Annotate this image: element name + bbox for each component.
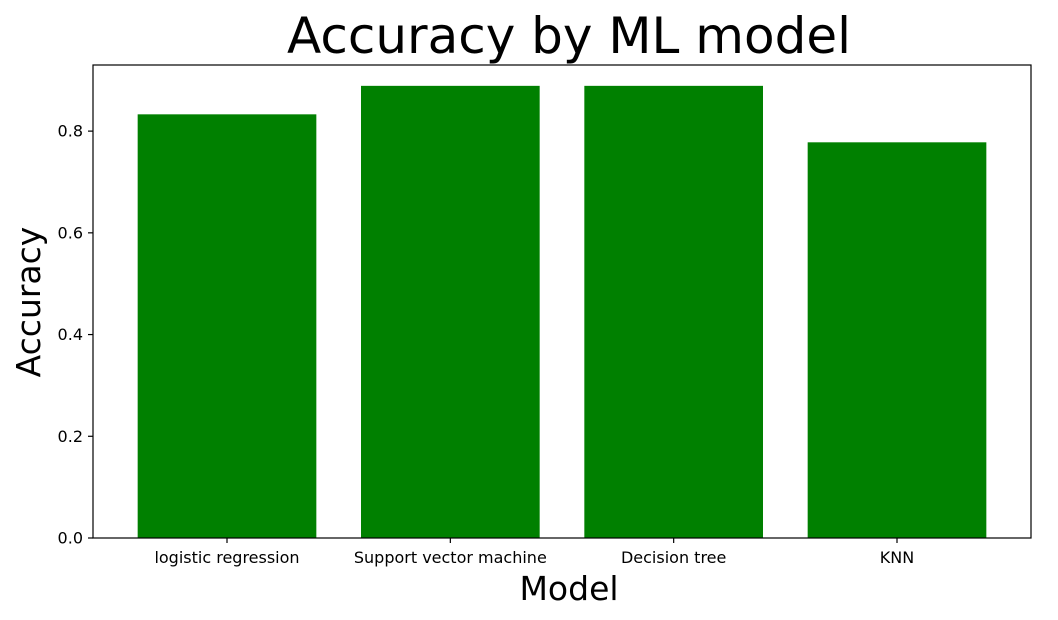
y-tick-label: 0.8 — [58, 122, 83, 141]
bar-2 — [584, 85, 763, 538]
bar-1 — [361, 85, 540, 538]
bar-3 — [807, 142, 987, 538]
x-tick-label: Decision tree — [621, 548, 726, 567]
bar-0 — [137, 114, 317, 538]
y-axis: 0.0 0.2 0.4 0.6 0.8 — [58, 122, 93, 548]
plot-frame — [92, 64, 1032, 539]
x-axis-label: Model — [519, 569, 618, 608]
chart-title: Accuracy by ML model — [287, 7, 851, 65]
y-tick-label: 0.0 — [58, 529, 83, 548]
x-tick-label: logistic regression — [154, 548, 299, 567]
x-axis: logistic regression Support vector machin… — [154, 538, 914, 567]
y-tick-label: 0.6 — [58, 223, 83, 242]
y-tick-label: 0.2 — [58, 427, 83, 446]
x-tick-label: KNN — [880, 548, 914, 567]
x-tick-label: Support vector machine — [354, 548, 547, 567]
bars-group — [137, 85, 987, 538]
y-tick-label: 0.4 — [58, 325, 83, 344]
y-axis-label: Accuracy — [9, 227, 48, 378]
